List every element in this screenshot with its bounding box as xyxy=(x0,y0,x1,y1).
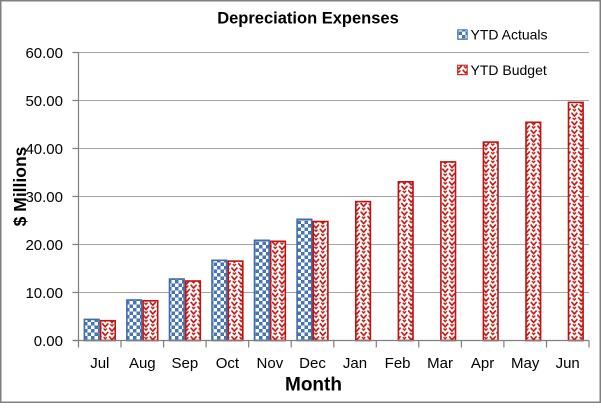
svg-text:Mar: Mar xyxy=(427,355,453,372)
svg-text:Jan: Jan xyxy=(343,355,367,372)
svg-text:10.00: 10.00 xyxy=(25,285,63,302)
svg-text:Jul: Jul xyxy=(90,355,109,372)
svg-text:Jun: Jun xyxy=(556,355,580,372)
svg-text:Oct: Oct xyxy=(216,355,240,372)
svg-text:Nov: Nov xyxy=(257,355,284,372)
svg-text:20.00: 20.00 xyxy=(25,237,63,254)
svg-text:0.00: 0.00 xyxy=(34,333,63,350)
svg-text:May: May xyxy=(511,355,540,372)
svg-text:60.00: 60.00 xyxy=(25,45,63,62)
svg-text:Aug: Aug xyxy=(129,355,156,372)
svg-text:Dec: Dec xyxy=(299,355,326,372)
svg-text:Apr: Apr xyxy=(471,355,494,372)
svg-text:YTD Budget: YTD Budget xyxy=(471,62,547,78)
svg-text:40.00: 40.00 xyxy=(25,141,63,158)
svg-text:Month: Month xyxy=(285,375,342,396)
svg-text:Depreciation Expenses: Depreciation Expenses xyxy=(217,10,399,28)
svg-text:$ Millions: $ Millions xyxy=(10,146,30,226)
svg-text:YTD Actuals: YTD Actuals xyxy=(471,27,548,43)
svg-text:30.00: 30.00 xyxy=(25,189,63,206)
svg-text:Sep: Sep xyxy=(172,355,199,372)
svg-text:50.00: 50.00 xyxy=(25,93,63,110)
svg-text:Feb: Feb xyxy=(385,355,411,372)
